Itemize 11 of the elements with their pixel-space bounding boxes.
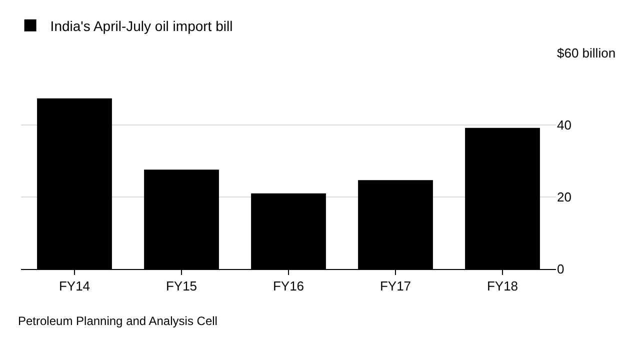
y-tick-label: 40 xyxy=(557,118,572,133)
y-tick-label: 0 xyxy=(557,262,564,277)
x-tick-label: FY17 xyxy=(380,278,412,294)
x-tick-label: FY16 xyxy=(272,278,304,294)
y-tick-label: $60 billion xyxy=(557,46,616,61)
x-tick-label: FY18 xyxy=(486,278,518,294)
y-tick-label: 20 xyxy=(557,190,572,205)
text: Petroleum Planning and Analysis Cell xyxy=(18,314,218,328)
x-tick-label: FY15 xyxy=(166,278,198,294)
x-tick-label: FY14 xyxy=(58,278,90,294)
legend-label: India's April-July oil import bill xyxy=(50,18,233,34)
